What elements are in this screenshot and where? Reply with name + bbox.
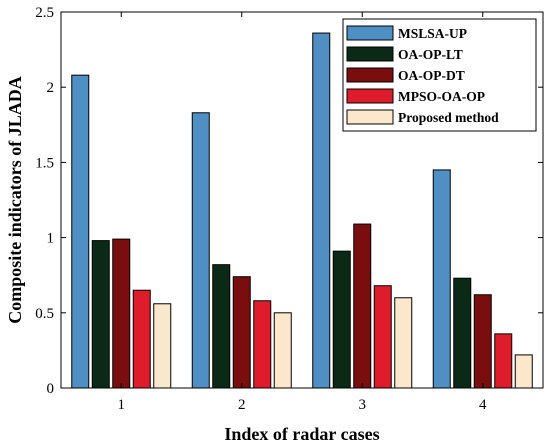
legend-label: MSLSA-UP	[398, 26, 467, 41]
bar-mpso-oa-op-case-2	[253, 300, 272, 389]
y-tick-label: 1.5	[35, 155, 54, 171]
x-axis-ticks: 1 2 3 4	[118, 12, 487, 413]
bar-mpso-oa-op-case-4	[494, 333, 513, 389]
legend-swatch	[346, 25, 394, 41]
y-tick-label: 0.5	[35, 306, 54, 322]
y-axis-title: Composite indicators of JLADA	[5, 76, 25, 324]
bar-oa-op-dt-case-3	[353, 223, 372, 389]
bar-mpso-oa-op-case-1	[132, 289, 151, 389]
y-tick-label: 2	[47, 80, 55, 96]
legend-swatch	[346, 67, 394, 83]
x-tick-label: 2	[238, 397, 246, 413]
y-tick-label: 2.5	[35, 5, 54, 21]
legend: MSLSA-UP OA-OP-LT OA-OP-DT MPSO-OA-OP Propos…	[342, 18, 537, 132]
bar-mslsa-up-case-2	[191, 112, 210, 389]
bar-mslsa-up-case-3	[312, 32, 331, 389]
y-axis-ticks: 0 0.5 1 1.5 2 2.5	[35, 5, 543, 397]
legend-label: OA-OP-DT	[398, 68, 465, 83]
x-tick-label: 4	[479, 397, 487, 413]
x-tick-label: 3	[359, 397, 367, 413]
legend-swatch	[346, 88, 394, 104]
bar-proposed-method-case-3	[394, 297, 413, 389]
plot-frame	[60, 11, 544, 389]
x-axis-title: Index of radar cases	[224, 424, 379, 444]
legend-label: Proposed method	[398, 110, 499, 125]
bar-oa-op-lt-case-2	[212, 264, 231, 389]
bar-oa-op-dt-case-2	[232, 276, 251, 389]
y-tick-label: 1	[47, 231, 55, 247]
bar-oa-op-lt-case-3	[332, 250, 351, 389]
bar-oa-op-lt-case-4	[453, 277, 472, 389]
bar-proposed-method-case-4	[514, 354, 533, 389]
bar-proposed-method-case-2	[273, 312, 292, 389]
legend-label: MPSO-OA-OP	[398, 89, 485, 104]
legend-swatch	[346, 109, 394, 125]
bar-mslsa-up-case-4	[432, 169, 451, 389]
legend-swatch	[346, 46, 394, 62]
bar-mpso-oa-op-case-3	[373, 285, 392, 389]
bar-oa-op-lt-case-1	[91, 240, 110, 389]
bar-oa-op-dt-case-1	[112, 238, 131, 389]
bar-mslsa-up-case-1	[71, 74, 90, 389]
legend-label: OA-OP-LT	[398, 47, 463, 62]
bars-group	[71, 32, 533, 389]
y-tick-label: 0	[47, 381, 55, 397]
x-tick-label: 1	[118, 397, 126, 413]
bar-proposed-method-case-1	[153, 303, 172, 389]
bar-oa-op-dt-case-4	[473, 294, 492, 389]
